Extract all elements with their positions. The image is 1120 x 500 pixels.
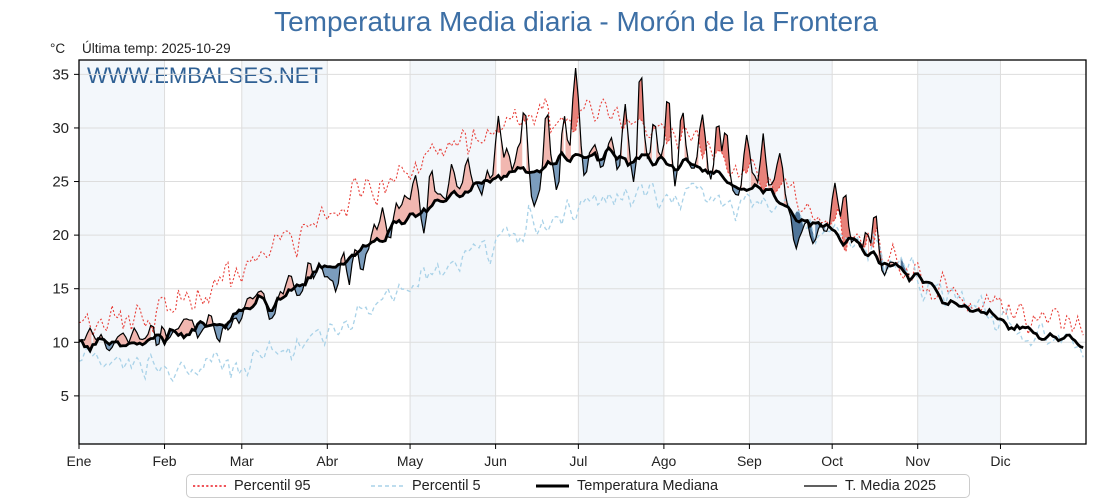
svg-text:Abr: Abr xyxy=(316,453,338,469)
svg-text:30: 30 xyxy=(52,120,69,137)
svg-text:10: 10 xyxy=(52,334,69,351)
svg-text:25: 25 xyxy=(52,174,69,191)
svg-text:5: 5 xyxy=(61,388,69,405)
svg-text:15: 15 xyxy=(52,281,69,298)
svg-text:Sep: Sep xyxy=(737,453,762,469)
svg-text:Ago: Ago xyxy=(651,453,676,469)
svg-text:Dic: Dic xyxy=(990,453,1010,469)
svg-text:May: May xyxy=(397,453,423,469)
svg-text:Oct: Oct xyxy=(821,453,843,469)
svg-text:Mar: Mar xyxy=(230,453,254,469)
svg-text:Ene: Ene xyxy=(67,453,92,469)
svg-text:Feb: Feb xyxy=(152,453,176,469)
svg-text:WWW.EMBALSES.NET: WWW.EMBALSES.NET xyxy=(87,63,323,88)
svg-text:Nov: Nov xyxy=(905,453,930,469)
svg-text:Jul: Jul xyxy=(569,453,587,469)
svg-text:20: 20 xyxy=(52,227,69,244)
svg-text:35: 35 xyxy=(52,66,69,83)
svg-text:Jun: Jun xyxy=(484,453,507,469)
